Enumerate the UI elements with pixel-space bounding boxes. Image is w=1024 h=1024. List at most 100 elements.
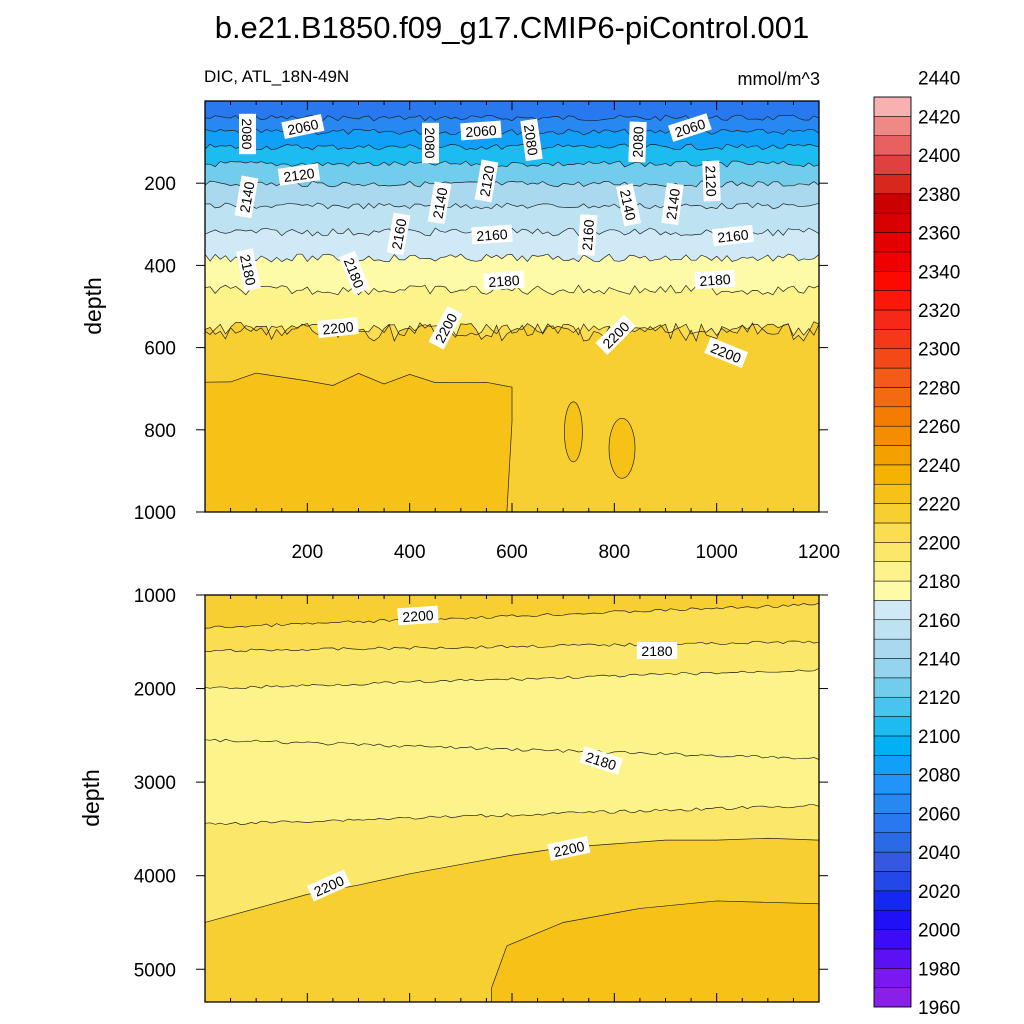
upper-contour-label: 2080	[628, 121, 647, 163]
colorbar-box	[873, 251, 912, 272]
svg-text:2060: 2060	[286, 116, 320, 138]
svg-text:2200: 2200	[552, 838, 586, 860]
svg-text:2180: 2180	[488, 272, 520, 290]
upper-contour-label: 2060	[460, 120, 502, 141]
colorbar-box	[873, 793, 912, 814]
colorbar-box	[873, 774, 912, 795]
colorbar-tick-label: 2420	[918, 107, 960, 128]
upper-contour-label: 2140	[661, 182, 684, 226]
upper-x-tick-label: 600	[496, 542, 528, 563]
colorbar-box	[873, 290, 912, 311]
lower-contour-label: 2200	[547, 835, 591, 862]
top-panel-left-label: DIC, ATL_18N-49N	[204, 67, 349, 86]
colorbar-box	[873, 890, 912, 911]
svg-text:2080: 2080	[239, 118, 255, 149]
upper-contour-label: 2180	[694, 269, 736, 290]
colorbar-box	[873, 542, 912, 562]
upper-y-tick-label: 800	[144, 421, 176, 442]
colorbar-tick-label: 2160	[918, 611, 960, 632]
upper-contour-label: 2080	[239, 113, 256, 155]
lower-y-tick-label: 5000	[134, 960, 176, 981]
colorbar-box	[873, 232, 912, 253]
svg-text:2180: 2180	[237, 253, 259, 287]
colorbar-box	[873, 425, 912, 446]
upper-contour-label: 2160	[471, 224, 513, 245]
colorbar-box	[873, 871, 912, 892]
upper-x-tick-label: 400	[394, 542, 426, 563]
colorbar-tick-label: 2320	[918, 301, 960, 322]
svg-text:2120: 2120	[282, 165, 315, 185]
lower-contour-label: 2200	[397, 605, 439, 626]
svg-text:2200: 2200	[322, 318, 355, 337]
colorbar-tick-label: 2340	[918, 262, 960, 283]
upper-x-tick-label: 200	[291, 542, 323, 563]
colorbar-box	[873, 464, 912, 485]
colorbar-tick-label: 2180	[918, 572, 960, 593]
upper-x-tick-label: 1000	[696, 542, 738, 563]
upper-y-tick-label: 400	[144, 256, 176, 277]
colorbar-box	[873, 987, 912, 1008]
colorbar-tick-label: 2380	[918, 185, 960, 206]
colorbar-box	[873, 309, 912, 330]
lower-y-tick-label: 4000	[134, 867, 176, 888]
colorbar-box	[873, 638, 912, 659]
svg-text:2160: 2160	[388, 217, 409, 251]
upper-contour-label: 2180	[235, 248, 262, 292]
bottom-panel-y-axis-label: depth	[78, 769, 104, 827]
upper-x-tick-label: 1200	[798, 542, 840, 563]
colorbar-box	[873, 851, 912, 872]
colorbar-box	[873, 658, 912, 679]
colorbar-tick-label: 2140	[918, 650, 960, 671]
colorbar-box	[873, 677, 912, 698]
colorbar-box	[873, 619, 912, 640]
lower-y-tick-label: 3000	[134, 773, 176, 794]
colorbar-tick-label: 2080	[918, 766, 960, 787]
upper-contour-label: 2200	[316, 316, 359, 339]
svg-text:2080: 2080	[521, 123, 541, 156]
colorbar-tick-label: 2360	[918, 224, 960, 245]
colorbar-tick-label: 2400	[918, 146, 960, 167]
colorbar-box	[873, 929, 912, 950]
upper-x-tick-label: 800	[598, 542, 630, 563]
colorbar-box	[873, 135, 912, 156]
colorbar-tick-label: 2440	[918, 69, 960, 90]
upper-y-tick-label: 600	[144, 339, 176, 360]
colorbar-box	[873, 406, 912, 427]
colorbar-tick-label: 2260	[918, 417, 960, 438]
colorbar-tick-label: 2120	[918, 688, 960, 709]
upper-contour-label: 2060	[281, 113, 325, 140]
upper-contour-label: 2120	[702, 160, 721, 202]
colorbar-tick-label: 2020	[918, 882, 960, 903]
colorbar-box	[873, 329, 912, 349]
colorbar-tick-label: 2060	[918, 804, 960, 825]
svg-text:2160: 2160	[476, 226, 508, 244]
colorbar-tick-label: 2220	[918, 495, 960, 516]
colorbar-tick-label: 1960	[918, 998, 960, 1019]
colorbar-box	[873, 174, 912, 195]
colorbar-box	[873, 696, 912, 717]
upper-contour-label: 2140	[234, 175, 259, 219]
colorbar-box	[873, 483, 912, 504]
colorbar-box	[873, 580, 912, 601]
colorbar-box	[873, 348, 912, 369]
upper-contour-label: 2120	[474, 159, 499, 203]
upper-y-tick-label: 1000	[134, 503, 176, 524]
colorbar-box	[873, 813, 912, 833]
colorbar-box	[873, 948, 912, 969]
svg-text:2140: 2140	[663, 187, 683, 220]
colorbar-tick-label: 1980	[918, 959, 960, 980]
colorbar-box	[873, 271, 912, 291]
top-panel-y-axis-label: depth	[80, 277, 106, 335]
colorbar-box	[873, 522, 912, 543]
colorbar-box	[873, 503, 912, 524]
colorbar-tick-label: 2040	[918, 843, 960, 864]
colorbar: 1960 1980 2000 2020 2040 2060 2080 2100 2120 2140…	[873, 69, 960, 1019]
svg-text:2080: 2080	[629, 126, 646, 158]
figure-title: b.e21.B1850.f09_g17.CMIP6-piControl.001	[215, 10, 810, 45]
svg-text:2060: 2060	[465, 122, 497, 140]
svg-text:2180: 2180	[699, 271, 731, 289]
upper-y-tick-label: 200	[144, 174, 176, 195]
